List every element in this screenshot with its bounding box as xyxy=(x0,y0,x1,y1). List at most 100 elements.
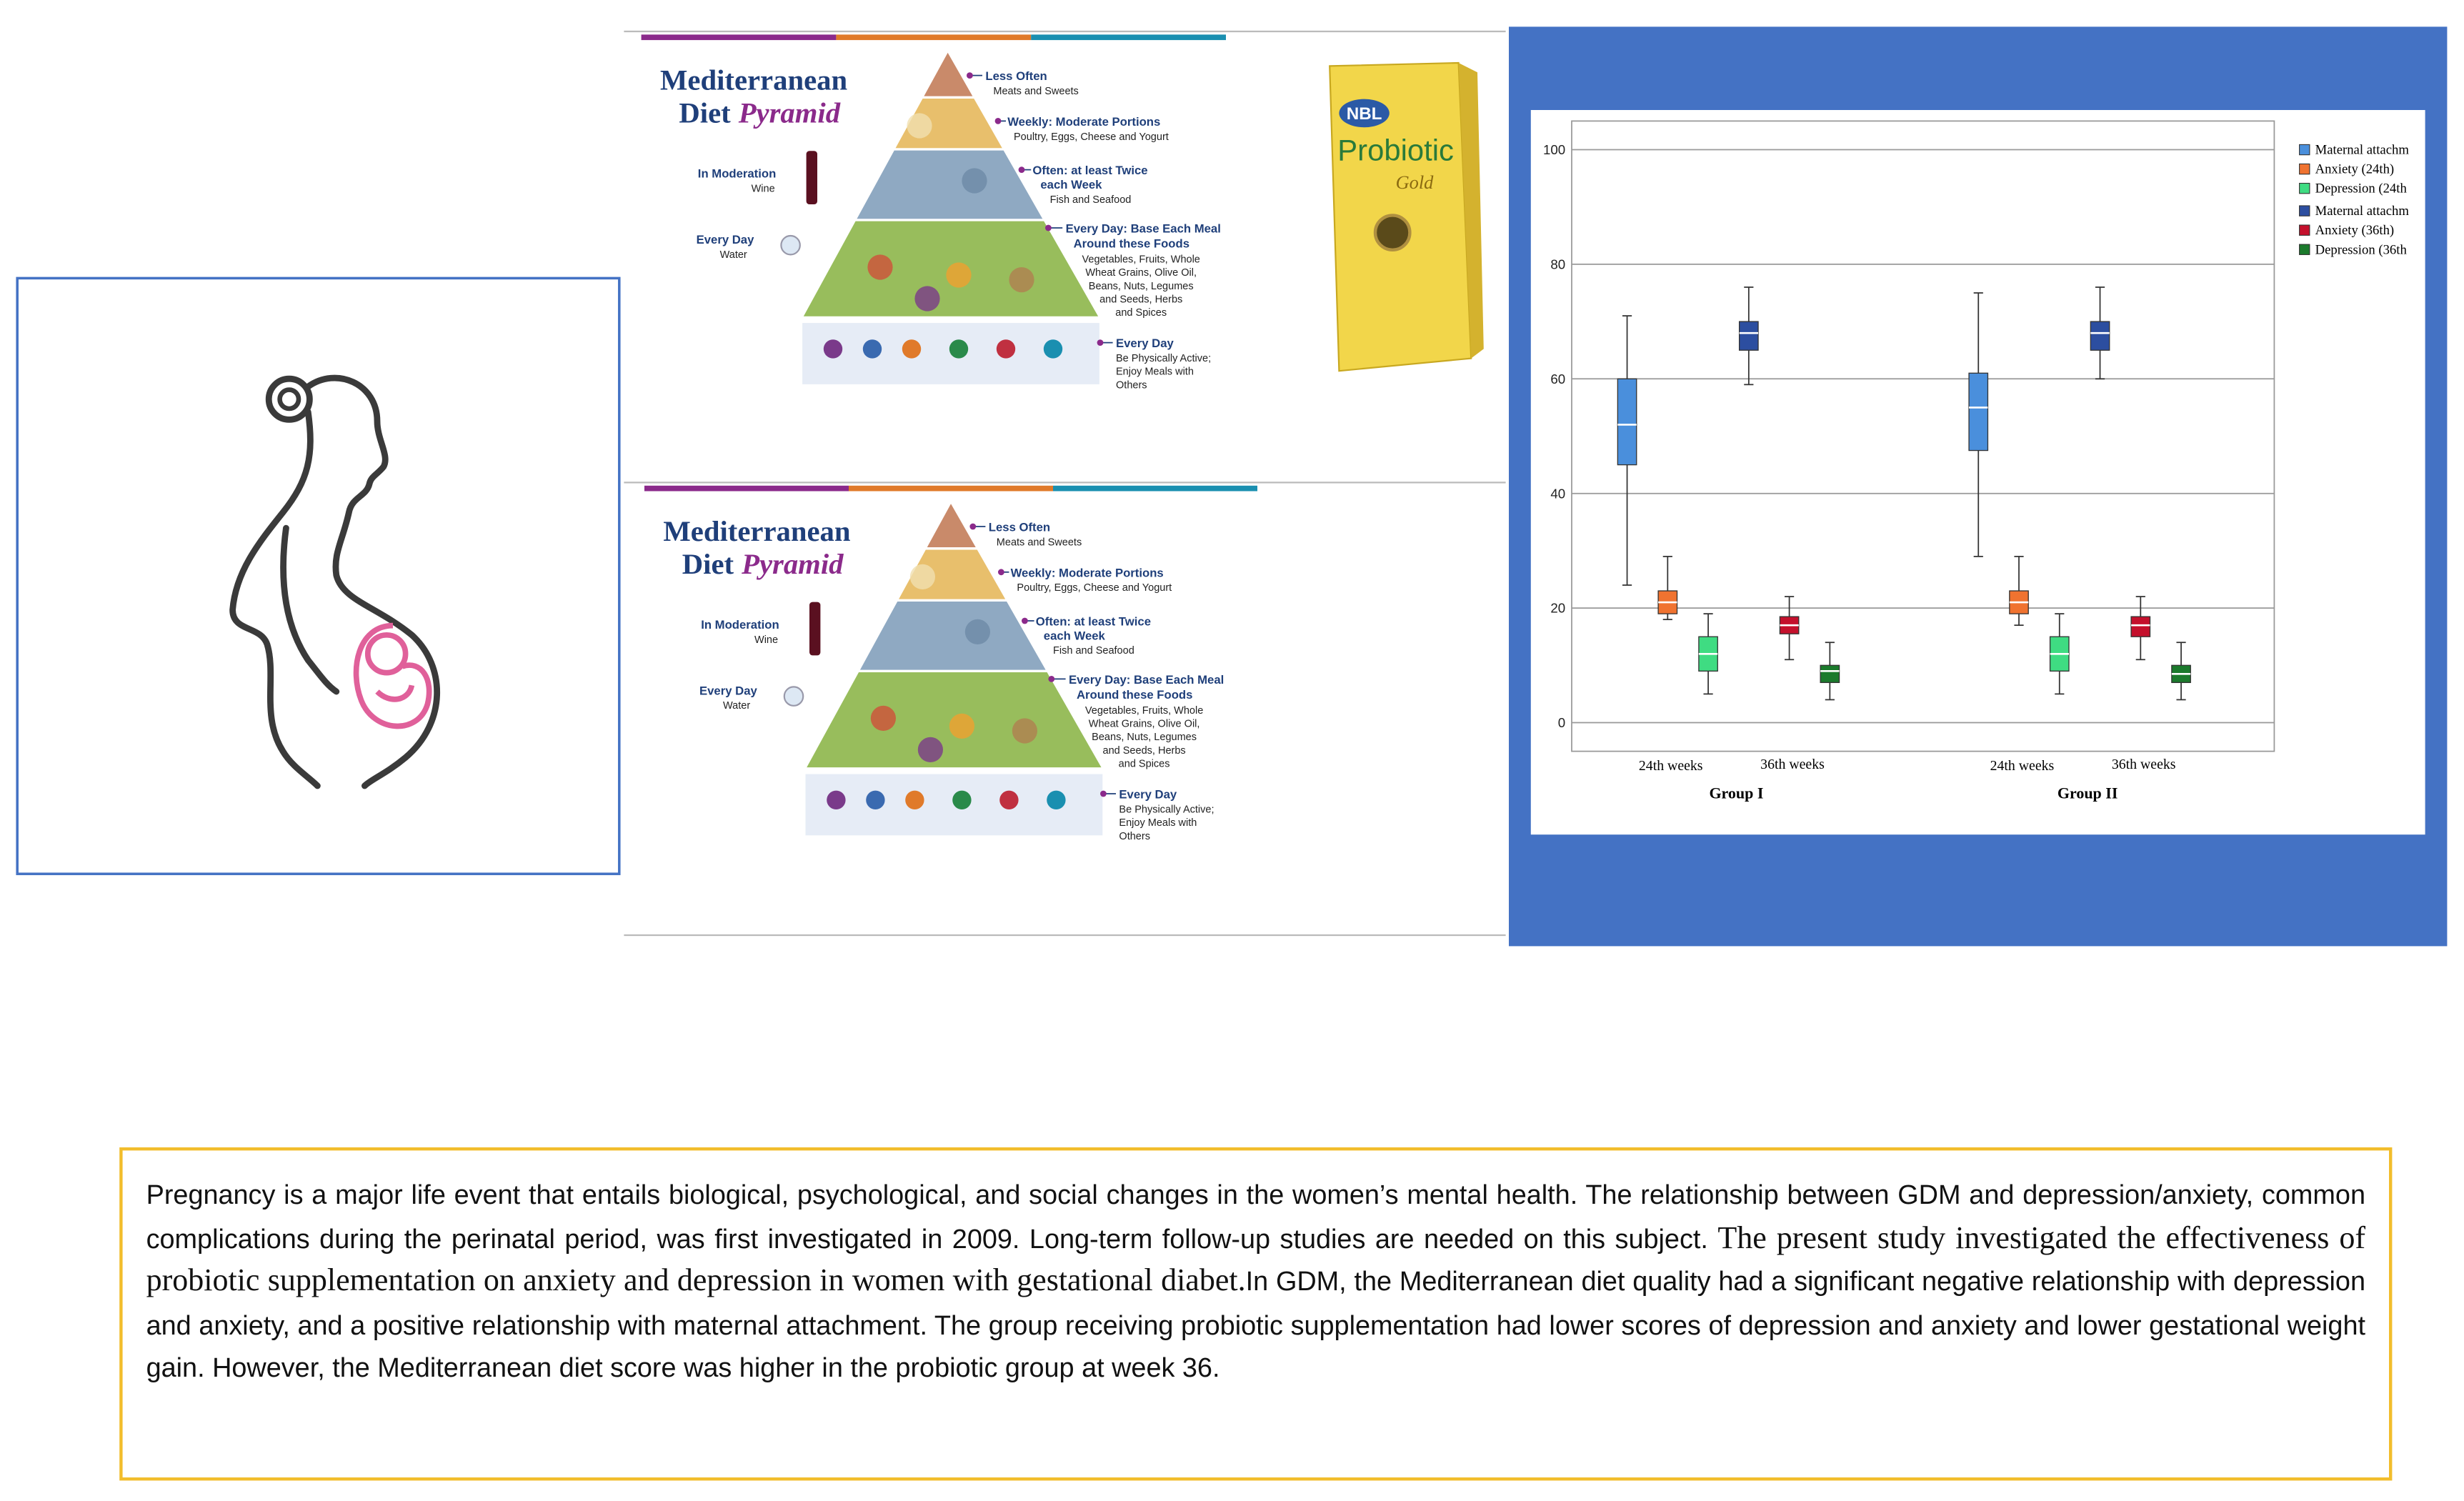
legend-label: Depression (36th xyxy=(2315,242,2408,257)
pregnancy-panel xyxy=(16,276,621,875)
pyramid-item: Be Physically Active; xyxy=(1119,804,1214,815)
pyramid-label: Every Day: Base Each Meal xyxy=(1066,222,1221,236)
pyramid-item: Fish and Seafood xyxy=(1053,645,1134,657)
legend-swatch xyxy=(2299,205,2310,216)
pyramid-item: Others xyxy=(1116,379,1147,391)
pyramid-label: Weekly: Moderate Portions xyxy=(1007,115,1160,129)
activity-figure xyxy=(902,339,922,359)
y-tick-label: 100 xyxy=(1543,142,1565,157)
food-icon xyxy=(1009,267,1034,293)
subtitle-word: Diet xyxy=(679,97,731,129)
fetus xyxy=(353,622,432,729)
probiotic-box: NBL Probiotic Gold xyxy=(1276,56,1484,390)
pyramid-item: Poultry, Eggs, Cheese and Yogurt xyxy=(1017,582,1172,594)
brand: NBL xyxy=(1347,104,1382,124)
water-glass xyxy=(780,234,801,256)
legend-label: Depression (24th xyxy=(2315,181,2408,196)
box-side xyxy=(1458,63,1484,359)
pyramid-label: Every Day xyxy=(699,684,758,697)
legend-swatch xyxy=(2299,163,2310,175)
pyramid-label: Around these Foods xyxy=(1077,688,1192,702)
activity-figure xyxy=(823,339,843,359)
food-icon xyxy=(946,262,972,288)
connector-dot xyxy=(967,72,973,79)
x-sublabel: 24th weeks xyxy=(1990,758,2055,774)
pyramid-item: Beans, Nuts, Legumes xyxy=(1089,281,1194,292)
connector-dot xyxy=(1100,790,1107,797)
subtitle-word: Pyramid xyxy=(741,548,844,580)
pregnant-silhouette xyxy=(229,374,441,789)
y-tick-label: 80 xyxy=(1550,257,1565,272)
pyramid-item: Water xyxy=(723,700,750,712)
legend-swatch xyxy=(2299,224,2310,236)
legend-label: Anxiety (36th) xyxy=(2315,223,2395,238)
food-icon xyxy=(949,713,974,739)
food-icon xyxy=(1012,718,1037,744)
pyramid-label: Weekly: Moderate Portions xyxy=(1011,566,1164,579)
pyramid-tier xyxy=(923,499,980,550)
legend-swatch xyxy=(2299,244,2310,255)
connector-dot xyxy=(1022,617,1028,624)
wine-bottle xyxy=(806,151,817,204)
legend-label: Maternal attachm xyxy=(2315,204,2410,219)
connector-dot xyxy=(998,569,1004,576)
y-tick-label: 40 xyxy=(1550,486,1565,501)
food-icon xyxy=(964,619,990,644)
summary-text: The present study investigated the effec… xyxy=(146,1220,2365,1299)
color-bar xyxy=(641,34,837,41)
activity-figure xyxy=(827,790,846,809)
y-tick-label: 60 xyxy=(1550,371,1565,387)
legend-label: Anxiety (24th) xyxy=(2315,162,2395,177)
pyramid-label: Often: at least Twice xyxy=(1032,164,1147,177)
pyramid-item: Vegetables, Fruits, Whole xyxy=(1085,705,1203,717)
summary-text: In GDM, the Mediterranean diet quality h… xyxy=(146,1265,2365,1383)
food-icon xyxy=(867,254,893,280)
pyramid-item: Wheat Grains, Olive Oil, xyxy=(1085,267,1197,279)
box xyxy=(1738,321,1759,351)
activity-figure xyxy=(952,790,972,809)
pyramid-title: Mediterranean xyxy=(663,515,850,547)
legend-swatch xyxy=(2299,182,2310,194)
pyramid-item: Wine xyxy=(752,183,775,194)
color-bar xyxy=(644,485,849,492)
box xyxy=(1617,378,1637,466)
pyramid-item: Enjoy Meals with xyxy=(1116,366,1194,378)
product-name: Probiotic xyxy=(1337,133,1454,166)
activity-figure xyxy=(862,339,882,359)
pyramid-item: and Seeds, Herbs xyxy=(1102,745,1185,757)
legend-swatch xyxy=(2299,144,2310,156)
brand-badge xyxy=(1339,99,1390,128)
activity-figure xyxy=(996,339,1016,359)
food-icon xyxy=(962,168,987,194)
color-bar xyxy=(1053,485,1257,492)
pyramid-item: Fish and Seafood xyxy=(1050,194,1132,206)
activity-figure xyxy=(866,790,885,809)
capsule-icon xyxy=(1373,214,1412,252)
water-glass xyxy=(783,686,804,707)
pyramid-item: Others xyxy=(1119,831,1150,842)
food-icon xyxy=(917,737,943,762)
color-bar xyxy=(1031,34,1226,41)
pyramid-item: Be Physically Active; xyxy=(1116,353,1211,364)
connector-dot xyxy=(994,118,1002,124)
activity-figure xyxy=(1043,339,1063,359)
activity-figure xyxy=(1047,790,1066,809)
connector-dot xyxy=(1097,339,1104,346)
pyramid-title: Mediterranean xyxy=(660,64,847,96)
pyramid-tier xyxy=(852,148,1047,221)
pyramid-item: Water xyxy=(720,249,747,261)
group-label: Group I xyxy=(1709,784,1763,802)
pyramid-subtitle: Diet Pyramid xyxy=(679,97,840,129)
food-icon xyxy=(907,113,932,139)
pyramid-label: Every Day xyxy=(1119,788,1177,802)
box-plot: 0 20 40 60 80 100 Group I 24th weeks 36th weeks G… xyxy=(1543,120,2410,802)
pyramid-item: Poultry, Eggs, Cheese and Yogurt xyxy=(1014,131,1169,143)
connector-dot xyxy=(969,523,977,530)
x-sublabel: 36th weeks xyxy=(1760,757,1825,772)
pyramid-item: and Spices xyxy=(1115,307,1167,319)
pyramid-label: each Week xyxy=(1040,178,1102,191)
pyramid-label: Less Often xyxy=(989,521,1050,534)
